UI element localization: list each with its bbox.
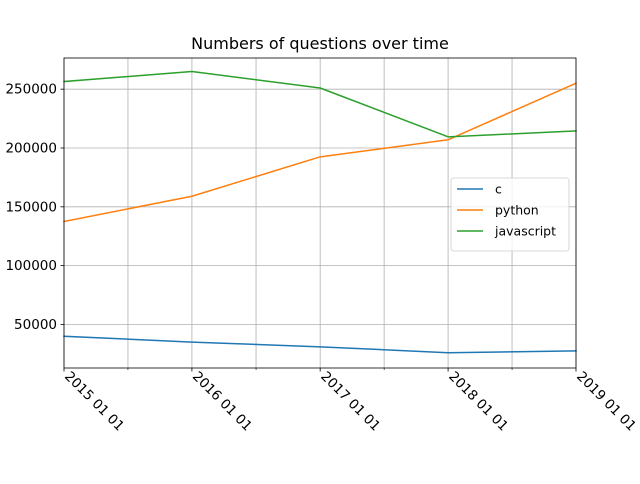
legend-box	[450, 177, 570, 252]
legend: c python javascript	[450, 177, 570, 252]
legend-label-javascript: javascript	[494, 224, 556, 239]
series-line-c	[63, 335, 577, 354]
y-tick-label: 150000	[5, 199, 57, 215]
plot-frame	[63, 57, 577, 369]
series-line-javascript	[63, 70, 577, 138]
chart-title: Numbers of questions over time	[191, 34, 449, 53]
series-layer	[63, 70, 577, 354]
legend-label-python: python	[495, 203, 539, 218]
y-tick-label: 250000	[5, 82, 57, 98]
series-line-python	[63, 82, 577, 223]
y-tick-label: 100000	[5, 258, 57, 274]
legend-label-c: c	[495, 182, 502, 197]
grid	[63, 58, 577, 368]
y-tick-label: 200000	[5, 141, 57, 157]
y-tick-label: 50000	[14, 317, 57, 333]
